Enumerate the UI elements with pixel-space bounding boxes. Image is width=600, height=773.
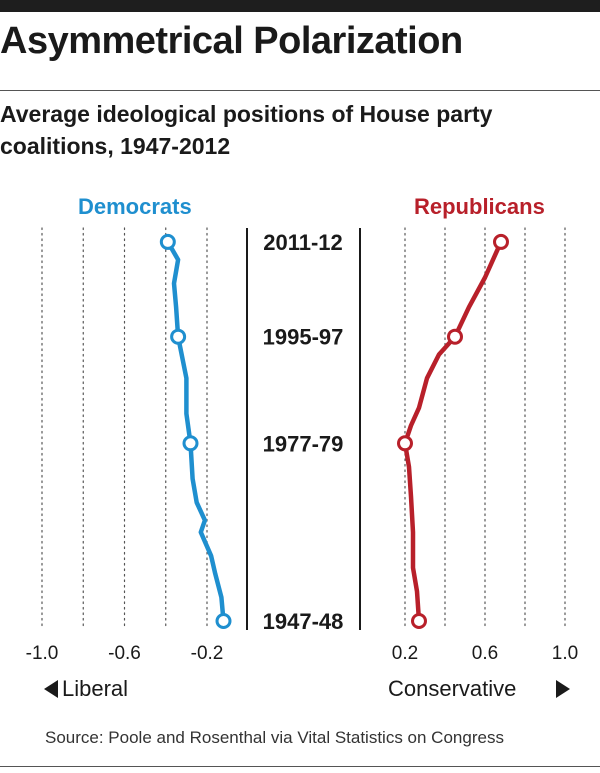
republicans-line [402, 239, 504, 624]
dem-tick-label: -1.0 [26, 643, 59, 664]
title-divider [0, 90, 600, 91]
bottom-divider [0, 766, 600, 767]
democrats-marker [182, 435, 199, 452]
top-bar [0, 0, 600, 12]
session-label: 2011-12 [263, 230, 343, 255]
conservative-label: Conservative [388, 676, 517, 701]
rep-tick-label: 0.6 [472, 643, 498, 664]
democrats-line [165, 239, 226, 624]
liberal-label: Liberal [62, 676, 129, 701]
arrow-left-icon [44, 680, 58, 698]
arrow-right-icon [556, 680, 570, 698]
republicans-marker [397, 435, 413, 452]
session-label: 1977-79 [263, 431, 344, 456]
chart-subtitle: Average ideological positions of House p… [0, 101, 493, 159]
chart-title: Asymmetrical Polarization [0, 20, 463, 62]
legend-republicans: Republicans [414, 194, 545, 219]
republicans-marker [411, 613, 427, 629]
legend-democrats: Democrats [78, 194, 192, 219]
dem-tick-label: -0.2 [191, 643, 224, 664]
democrats-marker [170, 328, 187, 345]
rep-tick-label: 0.2 [392, 643, 418, 664]
democrats-marker [215, 613, 232, 629]
source-note: Source: Poole and Rosenthal via Vital St… [45, 728, 504, 747]
dem-tick-label: -0.6 [108, 643, 141, 664]
session-label: 1995-97 [263, 325, 344, 350]
polarization-chart: 2011-12 1995-97 1977-79 1947-48 -1.0 -0.6 -0.2… [26, 227, 578, 664]
republicans-marker [447, 328, 463, 345]
session-label: 1947-48 [263, 609, 344, 634]
democrats-marker [159, 233, 176, 250]
republicans-marker [493, 233, 509, 250]
rep-tick-label: 1.0 [552, 643, 578, 664]
